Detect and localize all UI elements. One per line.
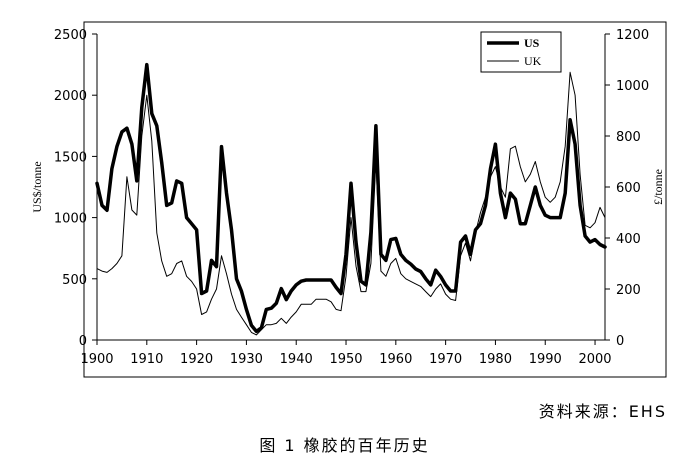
x-tick-label: 1960 xyxy=(379,352,412,367)
legend: US UK xyxy=(480,31,562,73)
figure-caption: 图 1 橡胶的百年历史 xyxy=(259,436,430,455)
x-tick-label: 2000 xyxy=(578,352,611,367)
x-tick-label: 1900 xyxy=(80,352,113,367)
legend-box xyxy=(480,31,562,73)
left-tick-label: 1000 xyxy=(54,212,87,227)
x-tick-label: 1980 xyxy=(479,352,512,367)
right-tick-label: 200 xyxy=(616,283,641,298)
right-tick-label: 0 xyxy=(616,334,624,349)
source-note: 资料来源：EHS xyxy=(538,402,667,421)
left-axis-title: US$/tonne xyxy=(30,161,44,212)
left-tick-label: 2500 xyxy=(54,28,87,43)
x-tick-label: 1990 xyxy=(529,352,562,367)
x-tick-label: 1920 xyxy=(180,352,213,367)
series-line-uk xyxy=(96,71,606,336)
rubber-price-chart: 1900 1910 1920 1930 1940 1950 1960 1970 1980 1990… xyxy=(30,21,667,378)
x-tick-label: 1950 xyxy=(329,352,362,367)
right-tick-label: 600 xyxy=(616,181,641,196)
left-tick-label: 1500 xyxy=(54,150,87,165)
left-tick-label: 0 xyxy=(79,334,87,349)
legend-us-label: US xyxy=(524,36,540,50)
x-tick-label: 1910 xyxy=(130,352,163,367)
x-tick-label: 1970 xyxy=(429,352,462,367)
left-tick-label: 2000 xyxy=(54,89,87,104)
right-axis-title: £/tonne xyxy=(651,169,665,205)
right-tick-label: 1000 xyxy=(616,79,649,94)
x-tick-label: 1930 xyxy=(230,352,263,367)
right-tick-label: 400 xyxy=(616,232,641,247)
plot-frame xyxy=(83,21,667,378)
left-tick-label: 500 xyxy=(62,273,87,288)
legend-uk-label: UK xyxy=(524,54,542,68)
x-tick-label: 1940 xyxy=(280,352,313,367)
series-line-us xyxy=(95,62,607,334)
right-tick-label: 1200 xyxy=(616,28,649,43)
right-tick-label: 800 xyxy=(616,130,641,145)
